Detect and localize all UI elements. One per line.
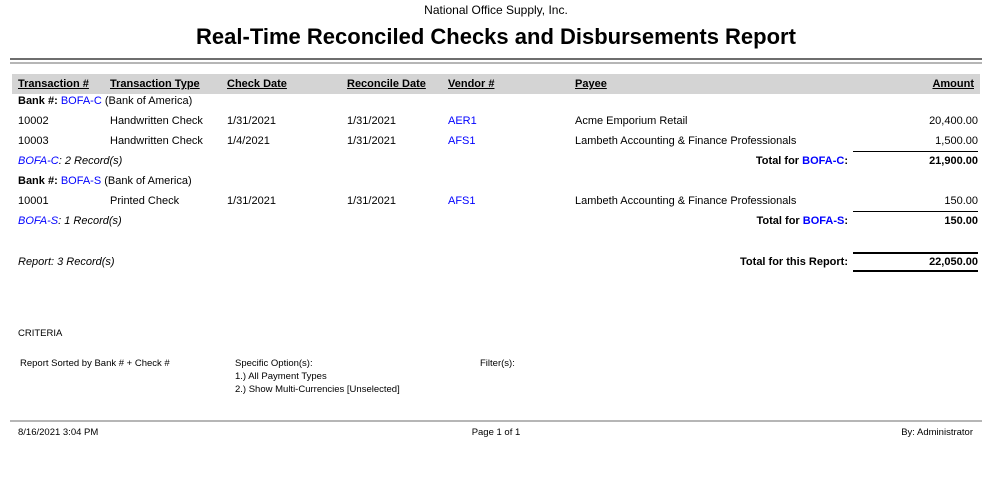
- report-title: Real-Time Reconciled Checks and Disburse…: [196, 24, 796, 49]
- table-row: 10003 Handwritten Check 1/4/2021 1/31/20…: [0, 131, 992, 151]
- column-header-type: Transaction Type: [110, 78, 200, 90]
- vendor-link[interactable]: AFS1: [448, 195, 476, 207]
- bank-group-header: Bank #: BOFA-C (Bank of America): [0, 91, 992, 111]
- vendor-link[interactable]: AER1: [448, 115, 477, 127]
- bank-name: (Bank of America): [104, 175, 192, 187]
- criteria-option: 2.) Show Multi-Currencies [Unselected]: [235, 384, 400, 395]
- criteria-options-label: Specific Option(s):: [235, 358, 313, 369]
- amount-cell: 150.00: [944, 195, 978, 207]
- report-records-count: Report: 3 Record(s): [18, 256, 115, 268]
- bank-number-label: Bank #:: [18, 95, 58, 107]
- amount-cell: 20,400.00: [929, 115, 978, 127]
- amount-cell: 1,500.00: [935, 135, 978, 147]
- reconcile-date: 1/31/2021: [347, 195, 396, 207]
- title-divider: [10, 58, 982, 64]
- transaction-type: Printed Check: [110, 195, 180, 207]
- column-header-payee: Payee: [575, 78, 607, 90]
- transaction-number: 10002: [18, 115, 49, 127]
- bank-group-header: Bank #: BOFA-S (Bank of America): [0, 171, 992, 191]
- column-header-vendor: Vendor #: [448, 78, 495, 90]
- transaction-number: 10003: [18, 135, 49, 147]
- column-header-reconcile-date: Reconcile Date: [347, 78, 426, 90]
- group-records-bank-code[interactable]: BOFA-S: [18, 215, 59, 227]
- report-summary-row: Report: 3 Record(s) Total for this Repor…: [0, 252, 992, 272]
- group-total-prefix: Total for: [756, 215, 800, 227]
- group-subtotal-row: BOFA-S: 1 Record(s) Total for BOFA-S: 15…: [0, 211, 992, 231]
- table-header-row: Transaction # Transaction Type Check Dat…: [0, 74, 992, 94]
- footer-datetime: 8/16/2021 3:04 PM: [18, 427, 99, 438]
- criteria-specific-options: Specific Option(s): 1.) All Payment Type…: [235, 357, 400, 396]
- report-total-amount: 22,050.00: [853, 252, 978, 272]
- group-total-amount: 21,900.00: [853, 151, 978, 170]
- bank-code-link[interactable]: BOFA-C: [60, 95, 102, 107]
- group-total-label: Total for BOFA-S:: [600, 211, 848, 231]
- bank-number-label: Bank #:: [18, 175, 58, 187]
- criteria-heading: CRITERIA: [18, 328, 63, 339]
- group-total-bank-code[interactable]: BOFA-C: [802, 155, 845, 167]
- column-header-transaction: Transaction #: [18, 78, 89, 90]
- bank-name: (Bank of America): [104, 95, 193, 107]
- bank-code-link[interactable]: BOFA-S: [60, 175, 102, 187]
- group-total-label: Total for BOFA-C:: [600, 151, 848, 171]
- report-total-label: Total for this Report:: [740, 256, 848, 268]
- table-header-bar: [12, 74, 980, 94]
- column-header-amount: Amount: [932, 78, 974, 90]
- transaction-type: Handwritten Check: [110, 135, 203, 147]
- reconcile-date: 1/31/2021: [347, 135, 396, 147]
- transaction-type: Handwritten Check: [110, 115, 203, 127]
- payee-name: Lambeth Accounting & Finance Professiona…: [575, 195, 797, 207]
- group-total-colon: :: [844, 155, 848, 167]
- payee-name: Lambeth Accounting & Finance Professiona…: [575, 135, 797, 147]
- group-total-amount: 150.00: [853, 211, 978, 230]
- group-total-bank-code[interactable]: BOFA-S: [802, 215, 845, 227]
- column-header-check-date: Check Date: [227, 78, 287, 90]
- company-name: National Office Supply, Inc.: [424, 3, 568, 17]
- group-total-colon: :: [844, 215, 848, 227]
- criteria-filters-label: Filter(s):: [480, 358, 515, 369]
- footer-page-number: Page 1 of 1: [471, 427, 521, 438]
- group-records-bank-code[interactable]: BOFA-C: [18, 155, 59, 167]
- reconcile-date: 1/31/2021: [347, 115, 396, 127]
- table-row: 10002 Handwritten Check 1/31/2021 1/31/2…: [0, 111, 992, 131]
- check-date: 1/31/2021: [227, 115, 276, 127]
- criteria-option: 1.) All Payment Types: [235, 371, 327, 382]
- group-records-count: : 2 Record(s): [58, 155, 123, 167]
- payee-name: Acme Emporium Retail: [575, 115, 688, 127]
- transaction-number: 10001: [18, 195, 49, 207]
- check-date: 1/4/2021: [227, 135, 270, 147]
- table-row: 10001 Printed Check 1/31/2021 1/31/2021 …: [0, 191, 992, 211]
- group-subtotal-row: BOFA-C: 2 Record(s) Total for BOFA-C: 21…: [0, 151, 992, 171]
- criteria-sort-text: Report Sorted by Bank # + Check #: [20, 358, 170, 369]
- footer-user: By: Administrator: [901, 427, 973, 438]
- check-date: 1/31/2021: [227, 195, 276, 207]
- group-total-prefix: Total for: [755, 155, 800, 167]
- group-records-count: : 1 Record(s): [58, 215, 122, 227]
- vendor-link[interactable]: AFS1: [448, 135, 476, 147]
- footer-divider: [10, 420, 982, 422]
